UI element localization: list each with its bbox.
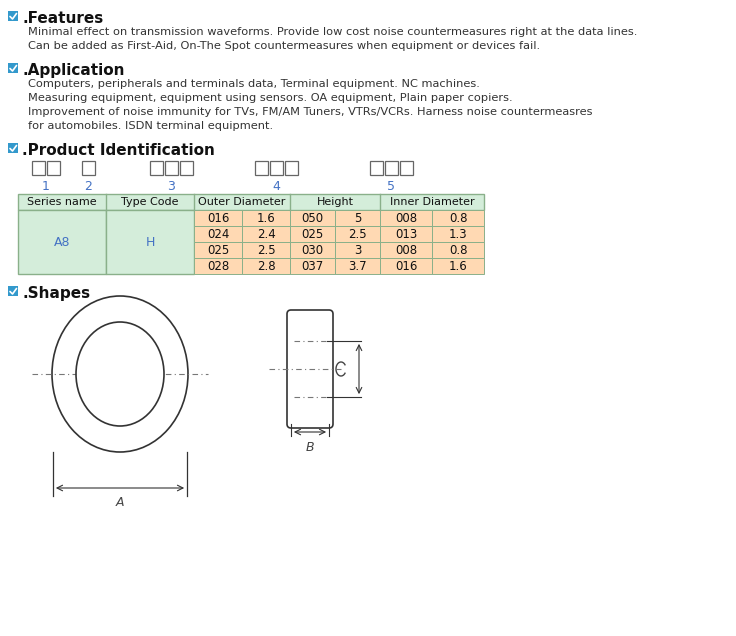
Bar	[194, 242, 242, 258]
Text: 1.6: 1.6	[449, 259, 467, 272]
Text: 3: 3	[354, 244, 361, 256]
Text: .Features: .Features	[22, 11, 103, 26]
Text: 025: 025	[207, 244, 229, 256]
Bar	[8, 63, 18, 73]
Text: 2.4: 2.4	[257, 228, 275, 240]
Text: 0.8: 0.8	[449, 212, 467, 225]
Text: 5: 5	[354, 212, 361, 225]
Text: 016: 016	[207, 212, 229, 225]
Bar	[290, 210, 335, 226]
Bar	[270, 161, 283, 175]
Text: Computers, peripherals and terminals data, Terminal equipment. NC machines.: Computers, peripherals and terminals dat…	[28, 79, 480, 89]
Text: 016: 016	[394, 259, 417, 272]
Bar	[385, 161, 398, 175]
Bar	[335, 210, 380, 226]
Text: 4: 4	[272, 180, 280, 193]
Bar	[194, 226, 242, 242]
Text: .Product Identification: .Product Identification	[22, 143, 215, 158]
Text: 025: 025	[301, 228, 324, 240]
Text: .Shapes: .Shapes	[22, 286, 90, 301]
Text: B: B	[305, 441, 314, 454]
Text: for automobiles. ISDN terminal equipment.: for automobiles. ISDN terminal equipment…	[28, 121, 273, 131]
Text: 1.6: 1.6	[257, 212, 275, 225]
Text: Series name: Series name	[27, 197, 97, 207]
Bar	[47, 161, 60, 175]
Text: 030: 030	[302, 244, 324, 256]
Ellipse shape	[52, 296, 188, 452]
Bar	[194, 210, 242, 226]
Bar	[285, 161, 298, 175]
Bar	[290, 258, 335, 274]
Bar	[18, 210, 106, 274]
Bar	[370, 161, 383, 175]
Bar	[380, 226, 432, 242]
Bar	[8, 286, 18, 296]
Bar	[290, 242, 335, 258]
Bar	[165, 161, 178, 175]
Text: 3.7: 3.7	[348, 259, 367, 272]
Bar	[8, 11, 18, 21]
Text: 3: 3	[168, 180, 175, 193]
Bar	[380, 258, 432, 274]
Bar	[82, 161, 95, 175]
Bar	[432, 226, 484, 242]
Text: Inner Diameter: Inner Diameter	[389, 197, 474, 207]
Text: Minimal effect on transmission waveforms. Provide low cost noise countermeasures: Minimal effect on transmission waveforms…	[28, 27, 637, 37]
Bar	[380, 242, 432, 258]
Bar	[150, 161, 163, 175]
Text: Can be added as First-Aid, On-The Spot countermeasures when equipment or devices: Can be added as First-Aid, On-The Spot c…	[28, 41, 540, 51]
Text: 2.8: 2.8	[257, 259, 275, 272]
FancyBboxPatch shape	[287, 310, 333, 428]
Bar	[242, 258, 290, 274]
Bar	[432, 210, 484, 226]
Text: H: H	[145, 235, 155, 249]
Ellipse shape	[76, 322, 164, 426]
Text: 1.3: 1.3	[449, 228, 467, 240]
Bar	[335, 242, 380, 258]
Text: Measuring equipment, equipment using sensors. OA equipment, Plain paper copiers.: Measuring equipment, equipment using sen…	[28, 93, 513, 103]
Bar	[335, 226, 380, 242]
Text: .Application: .Application	[22, 63, 124, 78]
Bar	[432, 258, 484, 274]
Bar	[242, 242, 290, 258]
Text: 0.8: 0.8	[449, 244, 467, 256]
Text: 008: 008	[395, 244, 417, 256]
Text: 2.5: 2.5	[348, 228, 367, 240]
Text: 013: 013	[395, 228, 417, 240]
Text: 2.5: 2.5	[257, 244, 275, 256]
Text: Outer Diameter: Outer Diameter	[198, 197, 286, 207]
Bar	[255, 161, 268, 175]
Bar	[32, 161, 45, 175]
Bar	[400, 161, 413, 175]
Bar	[432, 242, 484, 258]
Text: 1: 1	[42, 180, 50, 193]
Text: 2: 2	[85, 180, 93, 193]
Text: Height: Height	[316, 197, 353, 207]
Text: 028: 028	[207, 259, 229, 272]
Bar	[106, 210, 194, 274]
Bar	[18, 194, 484, 210]
Text: 008: 008	[395, 212, 417, 225]
Bar	[290, 226, 335, 242]
Text: A8: A8	[54, 235, 70, 249]
Text: Type Code: Type Code	[121, 197, 179, 207]
Text: 5: 5	[387, 180, 395, 193]
Text: Improvement of noise immunity for TVs, FM/AM Tuners, VTRs/VCRs. Harness noise co: Improvement of noise immunity for TVs, F…	[28, 107, 592, 117]
Bar	[194, 258, 242, 274]
Text: 050: 050	[302, 212, 324, 225]
Bar	[8, 143, 18, 153]
Bar	[242, 226, 290, 242]
Bar	[380, 210, 432, 226]
Bar	[180, 161, 193, 175]
Text: A: A	[116, 496, 124, 509]
Text: 024: 024	[207, 228, 229, 240]
Text: 037: 037	[301, 259, 324, 272]
Bar	[335, 258, 380, 274]
Bar	[242, 210, 290, 226]
